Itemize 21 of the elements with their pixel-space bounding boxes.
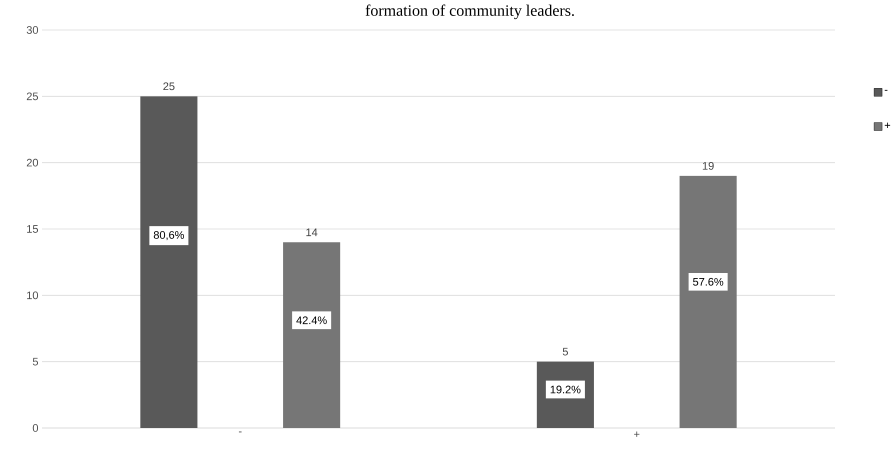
legend-label: + xyxy=(884,122,890,128)
y-tick-label: 15 xyxy=(27,225,38,233)
data-label: 14 xyxy=(306,228,318,236)
bar xyxy=(680,176,737,428)
y-tick-label: 20 xyxy=(26,158,38,167)
annotation: 80,6% xyxy=(154,231,184,240)
annotation: 57.6% xyxy=(693,278,724,286)
y-tick-label: 25 xyxy=(26,92,38,100)
y-tick-label: 0 xyxy=(32,424,38,432)
annotation: 19.2% xyxy=(550,386,581,394)
legend-label: - xyxy=(884,90,888,91)
y-tick-label: 10 xyxy=(27,291,38,300)
y-tick-label: 30 xyxy=(26,26,38,34)
data-label: 5 xyxy=(562,348,568,356)
y-tick-label: 5 xyxy=(32,358,38,366)
data-label: 25 xyxy=(163,82,175,90)
data-label: 19 xyxy=(702,162,714,170)
annotation: 42.4% xyxy=(296,316,327,324)
chart-title: formation of community leaders. xyxy=(366,4,574,20)
bar xyxy=(283,242,340,428)
bar xyxy=(140,96,198,428)
